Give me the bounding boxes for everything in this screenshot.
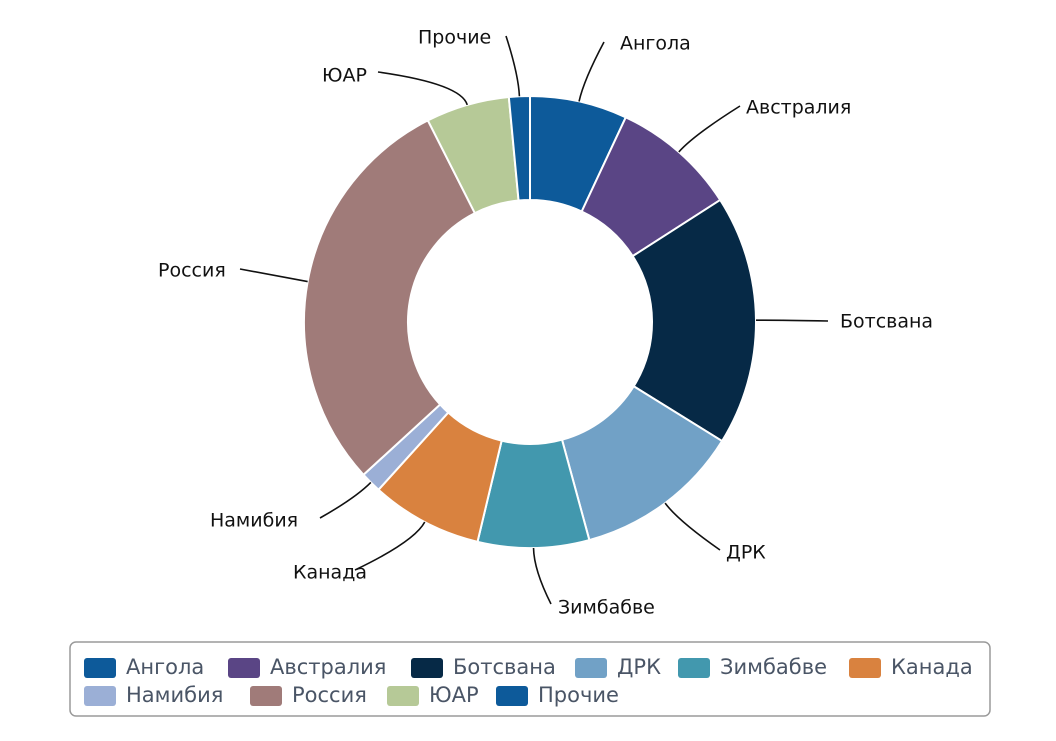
slice-label-8: Россия — [158, 260, 226, 282]
legend-swatch-6 — [849, 658, 881, 678]
legend: Ангола Австралия Ботсвана ДРК Зимбабве Канада… — [69, 641, 991, 717]
slice-label-1: Ангола — [620, 33, 691, 55]
slice-8[interactable] — [303, 119, 477, 477]
slice-label-5: Зимбабве — [558, 597, 655, 619]
legend-label-10[interactable]: Прочие — [538, 683, 619, 707]
legend-label-7[interactable]: Намибия — [126, 683, 223, 707]
legend-swatch-3 — [411, 658, 443, 678]
legend-swatch-8 — [250, 686, 282, 706]
leader-line-3 — [755, 319, 829, 322]
legend-label-9[interactable]: ЮАР — [429, 683, 479, 707]
slice-3[interactable] — [631, 198, 757, 443]
legend-swatch-7 — [84, 686, 116, 706]
legend-label-6[interactable]: Канада — [891, 655, 973, 679]
leader-line-4 — [664, 502, 721, 551]
legend-swatch-10 — [496, 686, 528, 706]
legend-label-2[interactable]: Австралия — [270, 655, 386, 679]
donut-slices — [303, 94, 757, 549]
slice-labels: Ангола Австралия Ботсвана ДРК Зимбабве Канада… — [158, 27, 933, 619]
slice-label-9: ЮАР — [322, 65, 367, 87]
legend-label-4[interactable]: ДРК — [617, 655, 661, 679]
legend-swatch-4 — [575, 658, 607, 678]
leader-line-6 — [354, 521, 426, 571]
legend-label-1[interactable]: Ангола — [126, 655, 204, 679]
slice-label-7: Намибия — [210, 510, 298, 532]
slice-label-6: Канада — [293, 562, 367, 584]
legend-swatch-1 — [84, 658, 116, 678]
legend-label-5[interactable]: Зимбабве — [720, 655, 827, 679]
slice-label-3: Ботсвана — [840, 311, 933, 333]
leader-line-1 — [578, 41, 605, 102]
slice-label-4: ДРК — [726, 542, 766, 564]
legend-swatch-2 — [228, 658, 260, 678]
legend-swatch-5 — [678, 658, 710, 678]
slice-label-10: Прочие — [418, 27, 491, 49]
leader-line-7 — [319, 481, 372, 519]
leader-line-9 — [377, 71, 469, 106]
legend-items: Ангола Австралия Ботсвана ДРК Зимбабве Канада… — [84, 655, 973, 707]
leader-line-8 — [239, 268, 308, 283]
leader-line-10 — [505, 35, 521, 97]
slice-10[interactable] — [507, 94, 531, 202]
legend-swatch-9 — [387, 686, 419, 706]
legend-box — [69, 641, 991, 717]
legend-label-8[interactable]: Россия — [292, 683, 367, 707]
slice-label-2: Австралия — [746, 97, 851, 119]
leader-line-2 — [678, 105, 741, 153]
leader-line-5 — [532, 547, 552, 605]
legend-label-3[interactable]: Ботсвана — [453, 655, 556, 679]
